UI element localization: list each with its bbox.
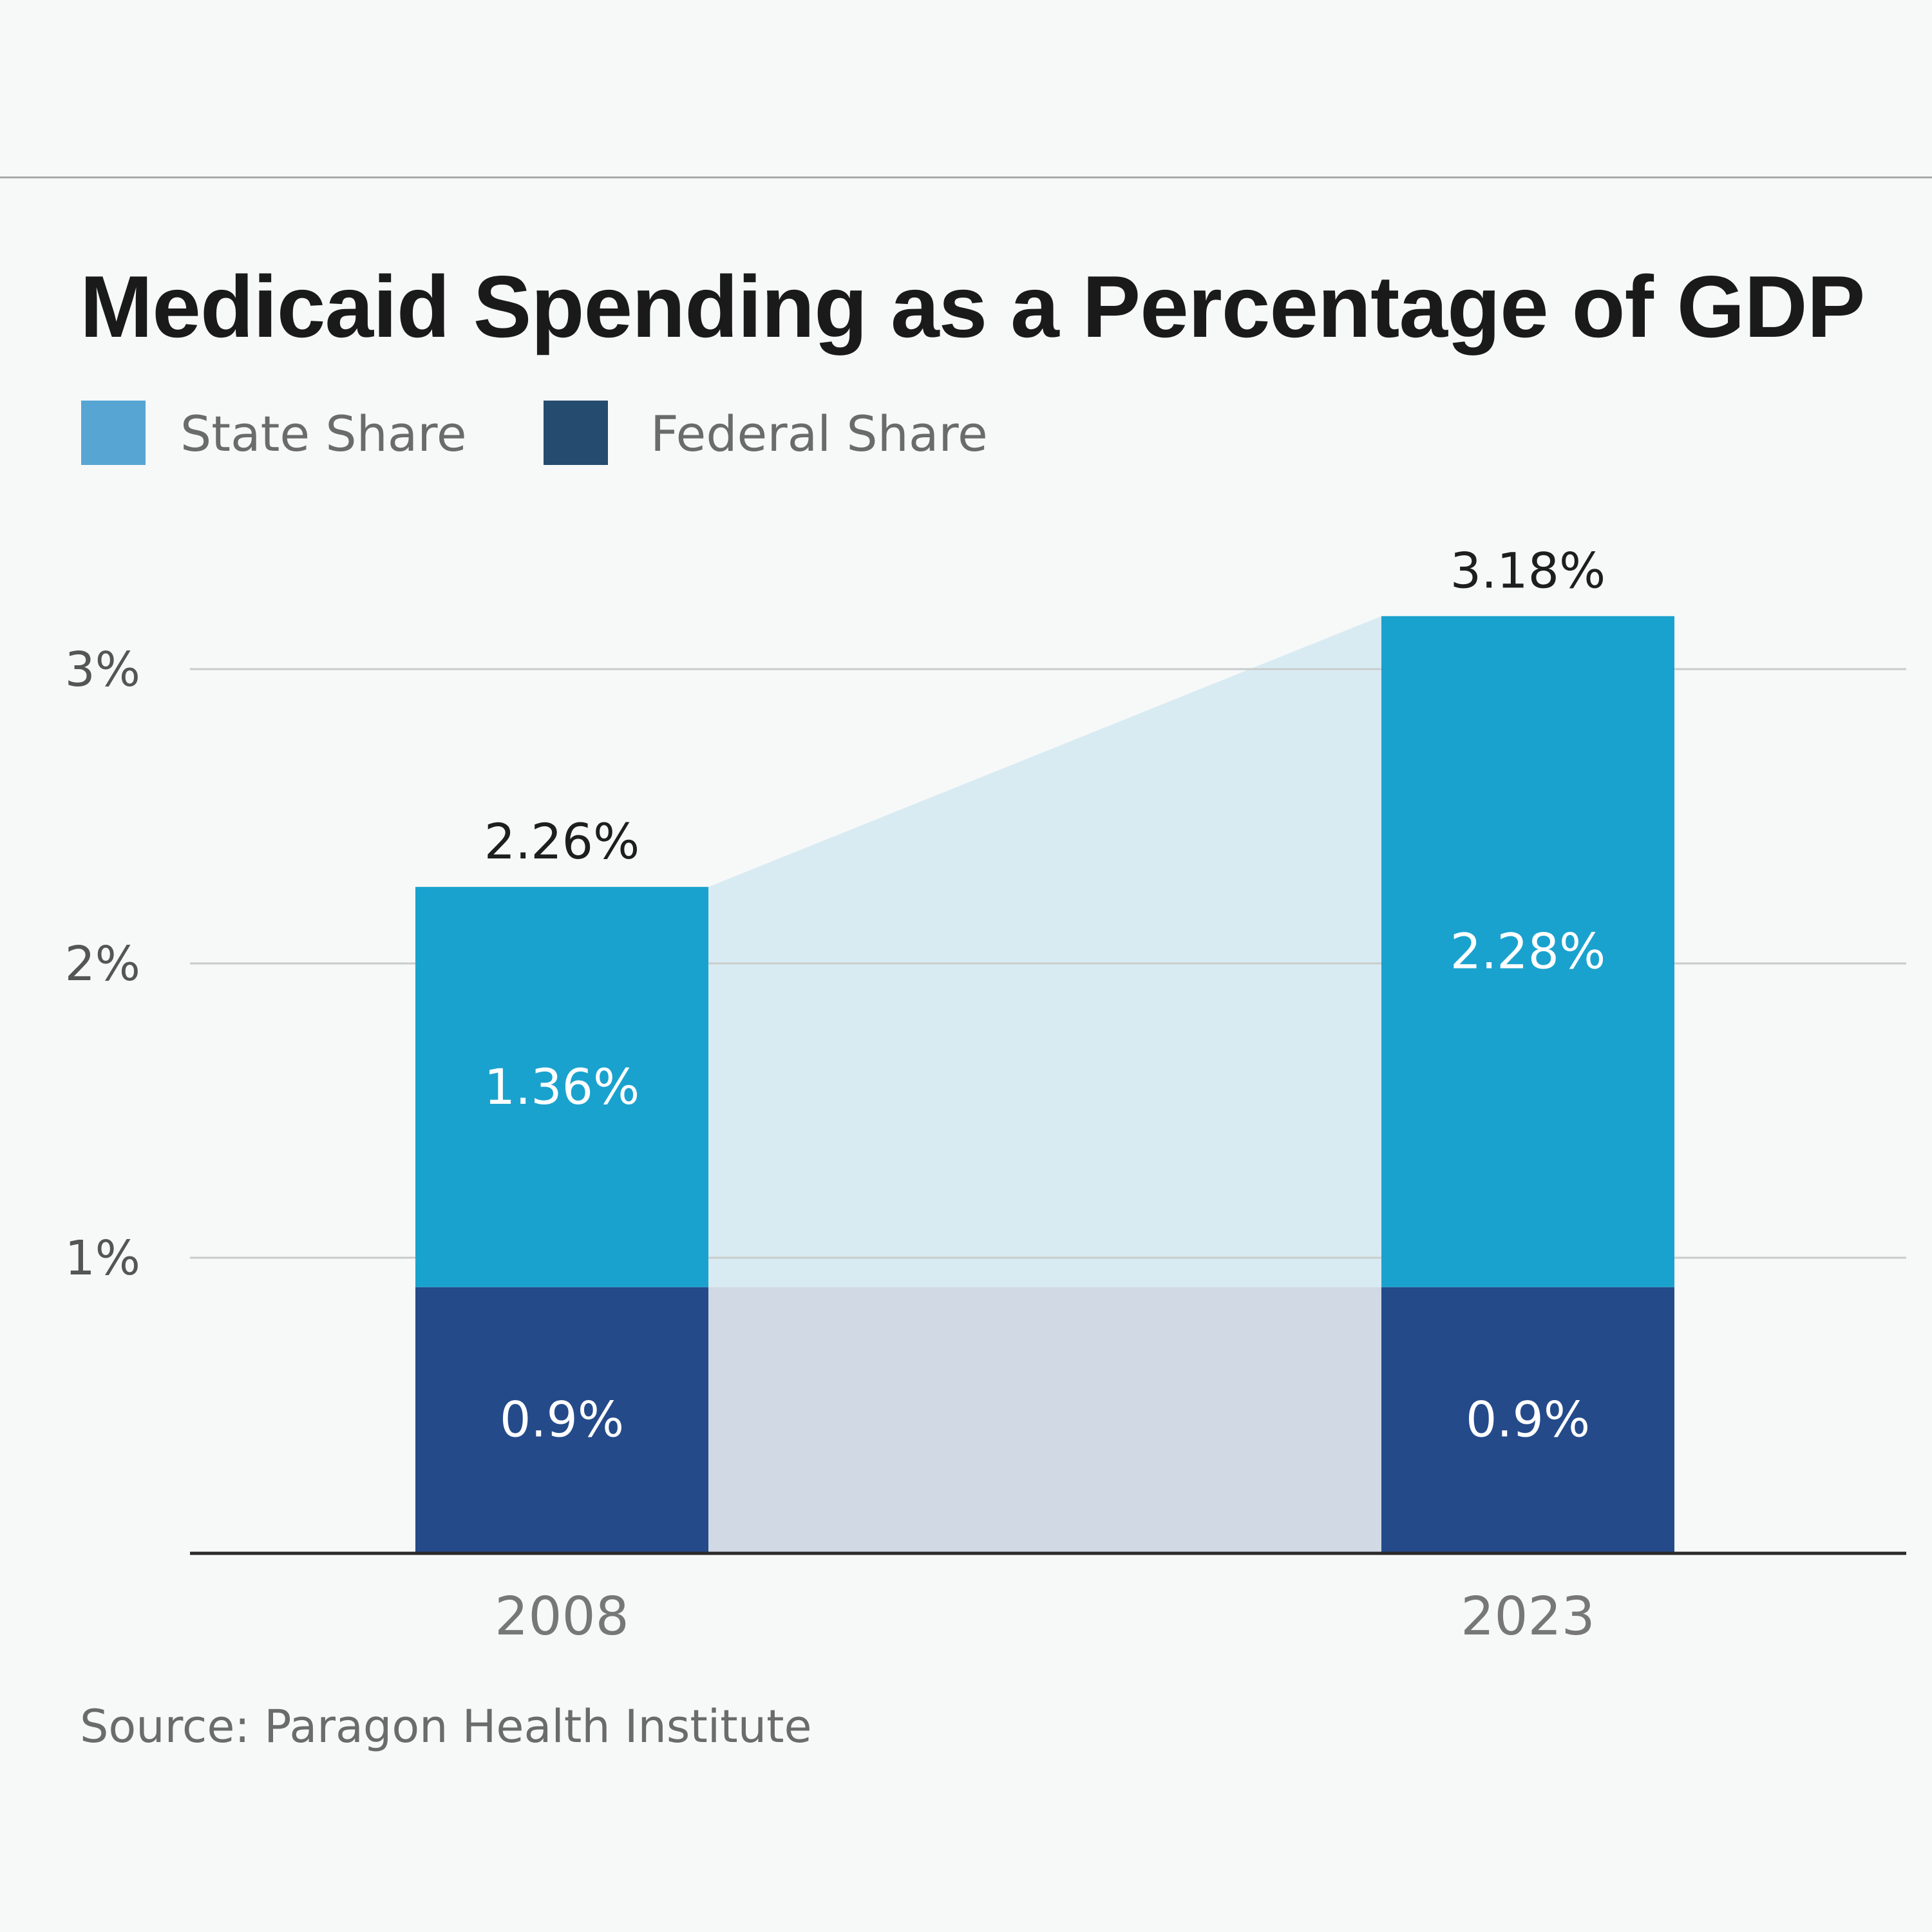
data-label-federal: 0.9% (500, 1390, 624, 1448)
bar-state-2023 (1381, 616, 1674, 1287)
data-label-total: 2.26% (484, 813, 639, 870)
top-divider (0, 176, 1932, 178)
data-label-total: 3.18% (1450, 542, 1605, 600)
x-tick-label: 2023 (1461, 1586, 1595, 1647)
chart-title: Medicaid Spending as a Percentage of GDP (80, 258, 1865, 355)
legend-label-state: State Share (180, 405, 467, 462)
x-tick-label: 2008 (495, 1586, 629, 1647)
connector-area-state (708, 616, 1381, 1287)
legend-swatch-federal (544, 401, 608, 465)
y-tick-label: 1% (65, 1231, 140, 1286)
legend-label-federal: Federal Share (650, 405, 988, 462)
data-label-state: 1.36% (484, 1058, 639, 1115)
bar-federal-2023 (1381, 1287, 1674, 1552)
y-tick-label: 3% (65, 642, 140, 697)
legend-swatch-state (81, 401, 146, 465)
data-label-federal: 0.9% (1466, 1390, 1590, 1448)
bar-federal-2008 (415, 1287, 708, 1552)
bar-state-2008 (415, 887, 708, 1287)
connector-area-federal (708, 1287, 1381, 1552)
data-label-state: 2.28% (1450, 923, 1605, 980)
source-note: Source: Paragon Health Institute (80, 1700, 812, 1753)
y-tick-label: 2% (65, 936, 140, 992)
